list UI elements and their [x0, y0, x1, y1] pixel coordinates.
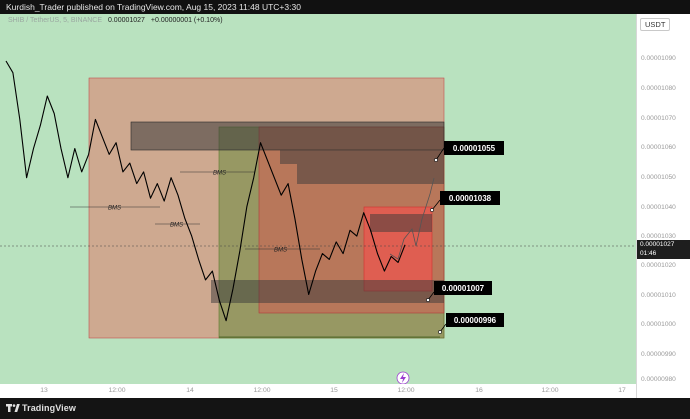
callout-0.00001038[interactable]: 0.00001038 — [430, 191, 500, 212]
x-tick: 12:00 — [541, 387, 559, 394]
lightning-icon[interactable] — [396, 371, 410, 384]
y-tick: 0.00001020 — [641, 262, 676, 269]
y-tick: 0.00001090 — [641, 55, 676, 62]
y-tick: 0.00001030 — [641, 233, 676, 240]
bms-label-4: BMS — [274, 248, 287, 254]
y-tick: 0.00001050 — [641, 174, 676, 181]
callout-label-4: 0.00000996 — [454, 316, 497, 325]
projection-path — [389, 177, 435, 260]
order-block-3[interactable] — [297, 164, 444, 184]
order-block-4[interactable] — [370, 214, 432, 232]
y-tick: 0.00001000 — [641, 321, 676, 328]
x-tick: 12:00 — [253, 387, 271, 394]
footer-brand: TradingView — [22, 403, 76, 413]
y-tick: 0.00001080 — [641, 85, 676, 92]
time-axis[interactable]: 13 12:00 14 12:00 15 12:00 16 12:00 17 — [0, 384, 636, 398]
callout-label-1: 0.00001055 — [453, 144, 496, 153]
published-header: Kurdish_Trader published on TradingView.… — [6, 2, 301, 12]
current-price-value: 0.00001027 — [640, 241, 675, 248]
x-tick: 13 — [40, 387, 48, 394]
callout-label-3: 0.00001007 — [442, 284, 485, 293]
order-block-1[interactable] — [130, 121, 445, 151]
x-tick: 15 — [330, 387, 338, 394]
y-tick: 0.00001060 — [641, 144, 676, 151]
price-series-line[interactable] — [5, 60, 406, 322]
bms-label-1: BMS — [108, 206, 121, 212]
symbol-legend: SHIB / TetherUS, 5, BINANCE 0.00001027 +… — [8, 17, 223, 24]
y-tick: 0.00001010 — [641, 292, 676, 299]
order-block-5[interactable] — [211, 280, 444, 303]
tradingview-logo-icon — [6, 404, 20, 412]
chart-pane[interactable]: BMS BMS BMS BMS 0.00001055 — [0, 14, 636, 384]
callout-0.00000996[interactable]: 0.00000996 — [438, 313, 504, 334]
chart-canvas[interactable]: BMS BMS BMS BMS 0.00001055 — [0, 14, 636, 384]
legend-price: 0.00001027 — [107, 17, 145, 24]
bms-label-2: BMS — [170, 223, 183, 229]
legend-change: +0.00000001 (+0.10%) — [150, 17, 223, 24]
bms-label-3: BMS — [213, 171, 226, 177]
callout-label-2: 0.00001038 — [449, 194, 492, 203]
y-tick: 0.00001040 — [641, 204, 676, 211]
callout-0.00001007[interactable]: 0.00001007 — [426, 281, 492, 302]
x-tick: 12:00 — [397, 387, 415, 394]
bms-annotations: BMS BMS BMS BMS — [70, 171, 320, 254]
price-axis[interactable]: USDT 0.00001090 0.00001080 0.00001070 0.… — [636, 14, 690, 384]
x-tick: 16 — [475, 387, 483, 394]
x-tick: 17 — [618, 387, 626, 394]
footer-bar: TradingView — [0, 398, 690, 419]
axis-corner — [636, 384, 690, 398]
current-price-tag: 0.00001027 01:46 — [637, 240, 690, 259]
currency-button[interactable]: USDT — [640, 18, 671, 31]
x-tick: 12:00 — [108, 387, 126, 394]
y-tick: 0.00000980 — [641, 376, 676, 383]
y-tick: 0.00001070 — [641, 115, 676, 122]
x-tick: 14 — [186, 387, 194, 394]
symbol-name[interactable]: SHIB / TetherUS, 5, BINANCE — [8, 17, 103, 24]
y-tick: 0.00000990 — [641, 351, 676, 358]
bar-countdown: 01:46 — [640, 250, 657, 257]
order-block-2[interactable] — [280, 150, 444, 164]
callout-0.00001055[interactable]: 0.00001055 — [434, 141, 504, 162]
